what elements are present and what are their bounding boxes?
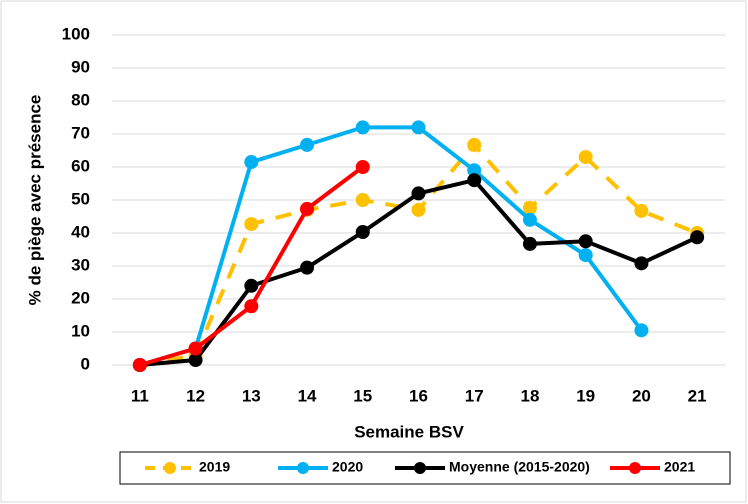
- data-point: [578, 150, 593, 165]
- y-axis-label: % de piège avec présence: [25, 95, 44, 306]
- data-point: [411, 202, 426, 217]
- y-tick-label: 40: [71, 222, 90, 241]
- y-tick-label: 80: [71, 90, 90, 109]
- data-point: [467, 173, 482, 188]
- data-point: [522, 200, 537, 215]
- y-tick-label: 70: [71, 123, 90, 142]
- x-tick-label: 12: [186, 386, 205, 405]
- y-tick-label: 90: [71, 57, 90, 76]
- data-point: [634, 203, 649, 218]
- x-tick-label: 20: [632, 386, 651, 405]
- legend-marker: [297, 462, 309, 474]
- legend-marker: [164, 462, 176, 474]
- y-tick-label: 100: [62, 24, 90, 43]
- data-point: [300, 137, 315, 152]
- data-point: [300, 260, 315, 275]
- data-point: [188, 341, 203, 356]
- data-point: [522, 236, 537, 251]
- series-line: [139, 125, 644, 367]
- data-point: [522, 212, 537, 227]
- data-point: [355, 160, 370, 174]
- y-tick-label: 50: [71, 189, 90, 208]
- x-tick-label: 17: [465, 386, 484, 405]
- data-point: [355, 120, 370, 135]
- legend-label: 2021: [664, 459, 695, 475]
- data-point: [411, 186, 426, 201]
- data-point: [300, 201, 315, 216]
- data-point: [244, 217, 259, 232]
- legend-label: Moyenne (2015-2020): [449, 459, 590, 475]
- data-point: [188, 353, 203, 368]
- x-tick-label: 11: [131, 386, 149, 405]
- y-tick-label: 60: [71, 156, 90, 175]
- legend-label: 2020: [332, 459, 363, 475]
- y-tick-label: 20: [71, 288, 90, 307]
- legend-label: 2019: [199, 459, 230, 475]
- legend-marker: [629, 462, 641, 474]
- data-point: [244, 155, 259, 170]
- x-tick-label: 13: [242, 386, 261, 405]
- legend-box: [119, 451, 731, 485]
- x-tick-label: 19: [576, 386, 595, 405]
- data-point: [355, 193, 370, 207]
- data-point: [244, 278, 259, 293]
- x-tick-label: 21: [688, 386, 707, 405]
- data-point: [132, 358, 147, 372]
- data-point: [244, 299, 259, 314]
- x-tick-label: 15: [353, 386, 372, 405]
- data-point: [690, 230, 705, 245]
- x-tick-label: 18: [520, 386, 539, 405]
- x-axis-label: Semaine BSV: [354, 422, 464, 441]
- y-tick-label: 30: [71, 255, 90, 274]
- x-tick-label: 16: [409, 386, 428, 405]
- legend-marker: [414, 462, 426, 474]
- data-point: [355, 225, 370, 240]
- y-tick-label: 10: [71, 321, 90, 340]
- data-point: [578, 248, 593, 263]
- data-point: [467, 137, 482, 152]
- data-point: [578, 234, 593, 249]
- x-tick-label: 14: [298, 386, 317, 405]
- data-point: [411, 120, 426, 135]
- y-tick-label: 0: [81, 354, 90, 373]
- data-point: [634, 256, 649, 271]
- data-point: [634, 323, 649, 338]
- data-point: [467, 163, 482, 178]
